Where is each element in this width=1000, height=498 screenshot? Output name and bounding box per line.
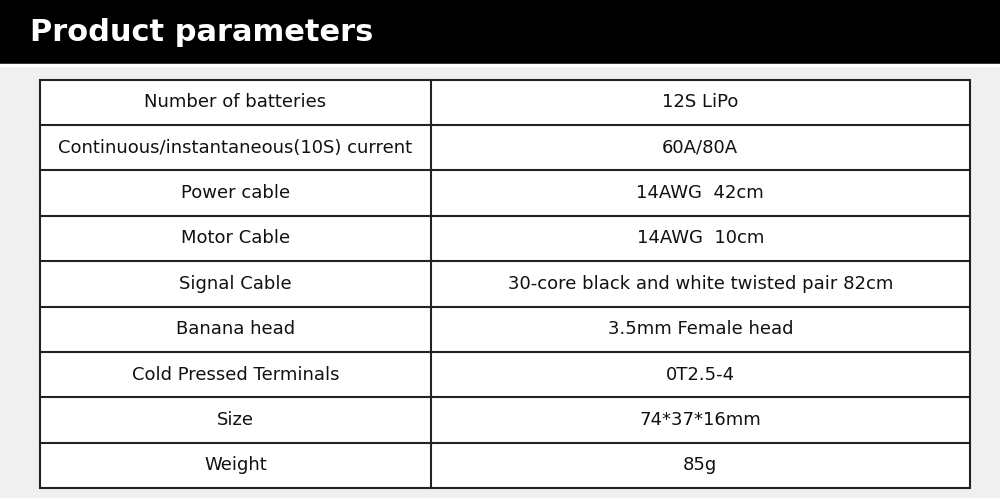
FancyBboxPatch shape xyxy=(0,0,1000,65)
Text: Continuous/instantaneous(10S) current: Continuous/instantaneous(10S) current xyxy=(58,139,412,157)
Text: Motor Cable: Motor Cable xyxy=(181,230,290,248)
Text: 74*37*16mm: 74*37*16mm xyxy=(639,411,761,429)
Text: Cold Pressed Terminals: Cold Pressed Terminals xyxy=(132,366,339,383)
Text: Banana head: Banana head xyxy=(176,320,295,338)
Text: Number of batteries: Number of batteries xyxy=(144,93,326,112)
Text: Power cable: Power cable xyxy=(181,184,290,202)
Text: Signal Cable: Signal Cable xyxy=(179,275,292,293)
Text: Weight: Weight xyxy=(204,456,267,475)
Text: 14AWG  10cm: 14AWG 10cm xyxy=(637,230,764,248)
Text: 3.5mm Female head: 3.5mm Female head xyxy=(608,320,793,338)
Text: 12S LiPo: 12S LiPo xyxy=(662,93,738,112)
Text: Product parameters: Product parameters xyxy=(30,18,373,47)
Text: Size: Size xyxy=(217,411,254,429)
Text: 30-core black and white twisted pair 82cm: 30-core black and white twisted pair 82c… xyxy=(508,275,893,293)
Text: 14AWG  42cm: 14AWG 42cm xyxy=(636,184,764,202)
FancyBboxPatch shape xyxy=(40,80,970,488)
Text: 60A/80A: 60A/80A xyxy=(662,139,738,157)
Text: 85g: 85g xyxy=(683,456,717,475)
Text: 0T2.5-4: 0T2.5-4 xyxy=(666,366,735,383)
